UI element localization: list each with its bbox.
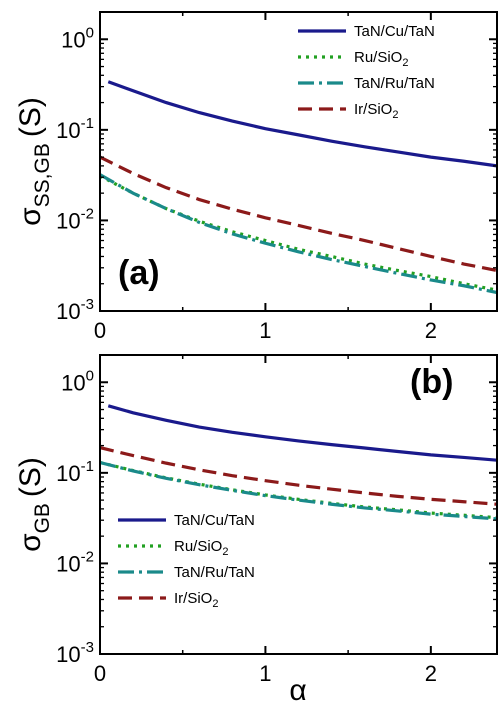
series-line-ru-sio2 [100,460,497,520]
legend-label-main: TaN/Ru/TaN [174,564,255,581]
legend-label-main: TaN/Cu/TaN [354,23,435,40]
y-tick-exponent: -3 [81,296,94,313]
y-axis-title: σGB (S) [14,457,54,552]
y-tick-label: 10-2 [56,205,94,233]
y-tick-base: 10 [56,299,80,324]
y-tick-exponent: -3 [81,639,94,656]
y-tick-label: 10-1 [56,115,94,143]
y-tick-base: 10 [56,208,80,233]
legend-label-main: Ir/SiO [174,590,212,607]
legend-label: Ir/SiO2 [174,590,218,610]
x-axis-title: α [289,674,306,707]
legend-label-main: Ir/SiO [354,101,392,118]
y-axis-symbol: σ [14,207,47,226]
y-tick-base: 10 [56,551,80,576]
y-tick-base: 10 [61,27,85,52]
legend-label-main: Ru/SiO [174,538,222,555]
series-line-ir-sio2 [100,446,497,506]
legend-label: Ru/SiO2 [174,538,228,558]
y-tick-base: 10 [56,642,80,667]
panel-a: 0 1 210010-110-210-3σSS,GB(S)(a)TaN/Cu/TaN… [14,11,498,343]
panel-label: (a) [118,254,160,292]
panel-label: (b) [410,363,453,401]
x-tick-label: 0 [94,661,106,686]
y-tick-exponent: 0 [86,24,94,41]
legend-label-subscript: 2 [212,598,218,610]
legend-label-main: TaN/Ru/TaN [354,75,435,92]
series-line-tan-ru-tan [100,460,497,521]
y-tick-exponent: -1 [81,458,94,475]
y-tick-exponent: 0 [86,367,94,384]
series-line-ru-sio2 [100,174,497,292]
legend-label: TaN/Cu/TaN [354,23,435,40]
x-tick-label: 1 [259,318,271,343]
x-tick-label: 1 [259,661,271,686]
y-axis-symbol: σ [14,533,47,552]
y-tick-base: 10 [56,461,80,486]
axes-frame [99,354,498,655]
y-tick-label: 10-3 [56,639,94,667]
y-tick-exponent: -1 [81,115,94,132]
legend-label: TaN/Ru/TaN [354,75,435,92]
y-axis-subscript: GB [31,503,54,533]
legend-label-main: Ru/SiO [354,49,402,66]
y-tick-base: 10 [56,118,80,143]
panel-b: 0 1 210010-110-210-3σGB(S)α(b)TaN/Cu/TaNRu… [14,354,498,707]
x-tick-label: 0 [94,318,106,343]
series-line-tan-cu-tan [107,404,497,462]
plot-area [100,404,497,521]
series-line-tan-cu-tan [107,80,497,168]
y-tick-label: 100 [61,24,94,52]
y-axis-title: σSS,GB (S) [14,97,54,226]
y-axis-unit: (S) [14,457,47,497]
y-tick-exponent: -2 [81,548,94,565]
y-tick-label: 100 [61,367,94,395]
y-axis-unit: (S) [14,97,47,137]
y-tick-exponent: -2 [81,205,94,222]
y-tick-label: 10-3 [56,296,94,324]
y-tick-label: 10-1 [56,458,94,486]
y-axis-subscript: SS,GB [31,143,54,207]
legend-label-subscript: 2 [222,546,228,558]
legend-label-main: TaN/Cu/TaN [174,512,255,529]
legend-label: TaN/Cu/TaN [174,512,255,529]
x-tick-label: 2 [425,318,437,343]
legend-label: Ru/SiO2 [354,49,408,69]
series-line-ir-sio2 [100,155,497,273]
y-tick-label: 10-2 [56,548,94,576]
legend-label: TaN/Ru/TaN [174,564,255,581]
x-tick-label: 2 [425,661,437,686]
axes-frame [99,11,498,312]
y-tick-base: 10 [61,370,85,395]
legend-label: Ir/SiO2 [354,101,398,121]
legend-label-subscript: 2 [392,109,398,121]
plot-area [100,80,497,295]
legend-label-subscript: 2 [402,57,408,69]
series-line-tan-ru-tan [100,173,497,295]
